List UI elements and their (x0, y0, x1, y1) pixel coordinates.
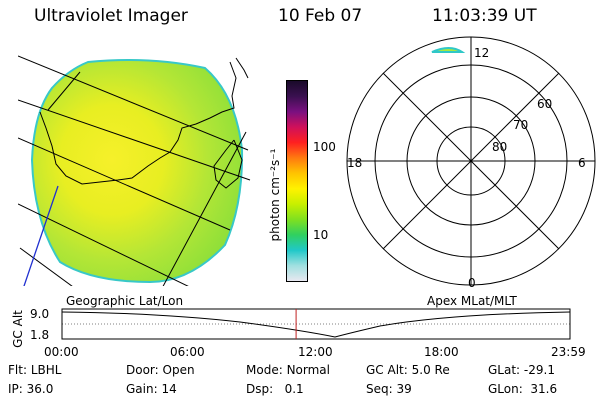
seq-label: Seq: (366, 382, 393, 396)
flt-label: Flt: (8, 363, 27, 377)
mlt-label-bottom: 0 (468, 276, 476, 290)
mlat-label-60: 60 (537, 97, 553, 111)
glat-field: GLat: -29.1 (488, 363, 555, 377)
gc-alt-label: GC Alt: (366, 363, 408, 377)
mlt-label-right: 6 (578, 156, 586, 170)
ip-field: IP: 36.0 (8, 382, 53, 396)
glon-value: 31.6 (530, 382, 558, 396)
timeline-x-tick-0600: 06:00 (170, 345, 205, 359)
glat-value: -29.1 (523, 363, 555, 377)
auroral-disk (30, 59, 244, 284)
glon-label: GLon: (488, 382, 523, 396)
glon-field: GLon: 31.6 (488, 382, 557, 396)
timeline-x-tick-1200: 12:00 (298, 345, 333, 359)
timeline-tick-9: 9.0 (30, 307, 50, 321)
timeline-x-tick-0000: 00:00 (44, 345, 79, 359)
gc-alt-field: GC Alt: 5.0 Re (366, 363, 450, 377)
gc-alt-value: 5.0 Re (411, 363, 450, 377)
terminator-line (23, 185, 59, 286)
flt-field: Flt: LBHL (8, 363, 61, 377)
gain-value: 14 (161, 382, 177, 396)
altitude-curve (61, 311, 571, 338)
timeline-x-tick-2359: 23:59 (551, 345, 586, 359)
gain-field: Gain: 14 (126, 382, 177, 396)
flt-value: LBHL (30, 363, 62, 377)
dsp-field: Dsp: 0.1 (246, 382, 304, 396)
door-value: Open (162, 363, 195, 377)
dsp-value: 0.1 (284, 382, 304, 396)
colorbar-tick-100: 100 (313, 140, 336, 154)
coastline (39, 57, 249, 189)
mode-field: Mode: Normal (246, 363, 330, 377)
ip-label: IP: (8, 382, 23, 396)
geographic-caption: Geographic Lat/Lon (66, 294, 184, 308)
date-label: 10 Feb 07 (278, 6, 363, 26)
colorbar (286, 80, 308, 282)
glat-label: GLat: (488, 363, 521, 377)
mlat-label-80: 80 (492, 140, 508, 154)
dsp-label: Dsp: (246, 382, 274, 396)
seq-field: Seq: 39 (366, 382, 412, 396)
door-label: Door: (126, 363, 159, 377)
colorbar-tick-10: 10 (313, 228, 329, 242)
timeline-x-tick-1800: 18:00 (424, 345, 459, 359)
apex-caption: Apex MLat/MLT (427, 294, 517, 308)
time-label: 11:03:39 UT (432, 6, 537, 26)
mode-value: Normal (286, 363, 330, 377)
door-field: Door: Open (126, 363, 195, 377)
timeline-tick-1-8: 1.8 (30, 328, 50, 342)
auroral-arc-polar (431, 47, 466, 53)
mlt-label-top: 12 (474, 46, 490, 60)
mlat-label-70: 70 (513, 118, 529, 132)
gain-label: Gain: (126, 382, 158, 396)
ip-value: 36.0 (26, 382, 54, 396)
mode-label: Mode: (246, 363, 283, 377)
mlt-label-left: 18 (347, 156, 363, 170)
seq-value: 39 (396, 382, 412, 396)
instrument-title: Ultraviolet Imager (34, 6, 188, 26)
